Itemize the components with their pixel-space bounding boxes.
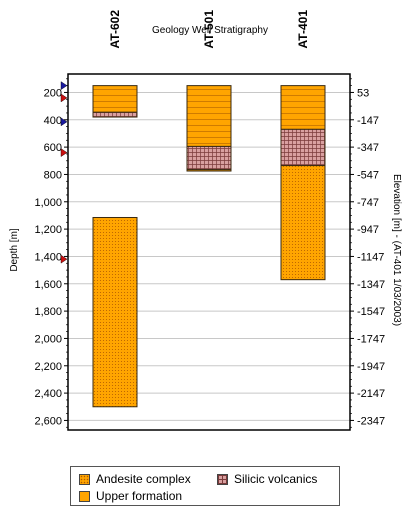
y-axis-label: Depth [m] <box>9 228 20 272</box>
y2-tick-label: -1347 <box>357 279 385 291</box>
bar-andesite-complex-at-602 <box>92 216 138 408</box>
well-label-at-501: AT-501 <box>202 10 216 49</box>
legend-item-upper: Upper formation <box>79 489 182 503</box>
y-tick-label: 2,000 <box>34 333 62 345</box>
silicic-swatch <box>217 473 228 485</box>
y2-tick-label: -547 <box>357 169 379 181</box>
y-tick-label: 2,200 <box>34 361 62 373</box>
y-tick-label: 200 <box>44 87 62 99</box>
y-tick-label: 1,400 <box>34 251 62 263</box>
y-tick-label: 1,800 <box>34 306 62 318</box>
y2-tick-label: -1147 <box>357 251 384 263</box>
bar-silicic-volcanics-at-602 <box>92 111 138 118</box>
depth-marker <box>60 117 68 127</box>
y-tick-label: 1,200 <box>34 224 62 236</box>
legend-label-silicic: Silicic volcanics <box>234 472 318 486</box>
stratigraphy-chart: Geology Well Stratigraphy 200 400 600 800 1,… <box>9 10 402 431</box>
y2-tick-label: -1747 <box>357 333 385 345</box>
legend-item-silicic: Silicic volcanics <box>217 472 317 486</box>
y2-axis-label: Elevation [m] - (AT-401 1/03/2003) <box>391 174 402 326</box>
y2-tick-label: -947 <box>357 224 379 236</box>
bar-andesite-complex-at-401 <box>280 165 326 281</box>
y-tick-label: 2,600 <box>34 415 62 427</box>
y2-tick-label: -2347 <box>357 415 385 427</box>
right-axis: 53 -147 -347 -547 -747 -947 -1147 -1347 -1547 -17… <box>350 78 385 428</box>
y-tick-label: 400 <box>44 115 62 127</box>
well-label-at-602: AT-602 <box>108 10 122 49</box>
y2-tick-label: 53 <box>357 87 369 99</box>
bar-upper-formation-at-401 <box>280 85 326 130</box>
y2-tick-label: -347 <box>357 142 379 154</box>
depth-marker <box>60 93 68 103</box>
andesite-swatch <box>79 473 90 485</box>
bar-upper-formation-at-602 <box>92 85 138 113</box>
y2-tick-label: -2147 <box>357 388 385 400</box>
y-tick-label: 600 <box>44 142 62 154</box>
legend-item-andesite: Andesite complex <box>79 472 191 486</box>
depth-marker <box>60 81 68 90</box>
y2-tick-label: -747 <box>357 197 379 209</box>
upper-swatch <box>79 490 90 502</box>
y2-tick-label: -147 <box>357 115 379 127</box>
y-tick-label: 1,600 <box>34 279 62 291</box>
y-tick-label: 2,400 <box>34 388 62 400</box>
y2-tick-label: -1547 <box>357 306 385 318</box>
legend-label-andesite: Andesite complex <box>96 472 191 486</box>
legend: Andesite complex Silicic volcanics Upper… <box>70 466 340 506</box>
plot-frame <box>67 73 351 431</box>
bar-silicic-volcanics-at-401 <box>280 128 326 167</box>
depth-marker <box>60 254 68 264</box>
bar-silicic-volcanics-at-501 <box>186 145 232 171</box>
depth-markers <box>60 81 68 264</box>
y-tick-label: 800 <box>44 169 62 181</box>
depth-marker <box>60 148 68 157</box>
chart-title: Geology Well Stratigraphy <box>152 25 268 36</box>
left-axis: 200 400 600 800 1,000 1,200 1,400 1,600 1,800 2,0… <box>34 78 68 428</box>
well-label-at-401: AT-401 <box>296 10 310 49</box>
well-labels: AT-602 AT-501 AT-401 <box>108 10 310 49</box>
y2-tick-label: -1947 <box>357 361 385 373</box>
bar-andesite-complex-at-501 <box>186 169 232 172</box>
bars-layer <box>92 85 326 408</box>
legend-label-upper: Upper formation <box>96 489 183 503</box>
y-tick-label: 1,000 <box>34 197 62 209</box>
bar-upper-formation-at-501 <box>186 85 232 147</box>
